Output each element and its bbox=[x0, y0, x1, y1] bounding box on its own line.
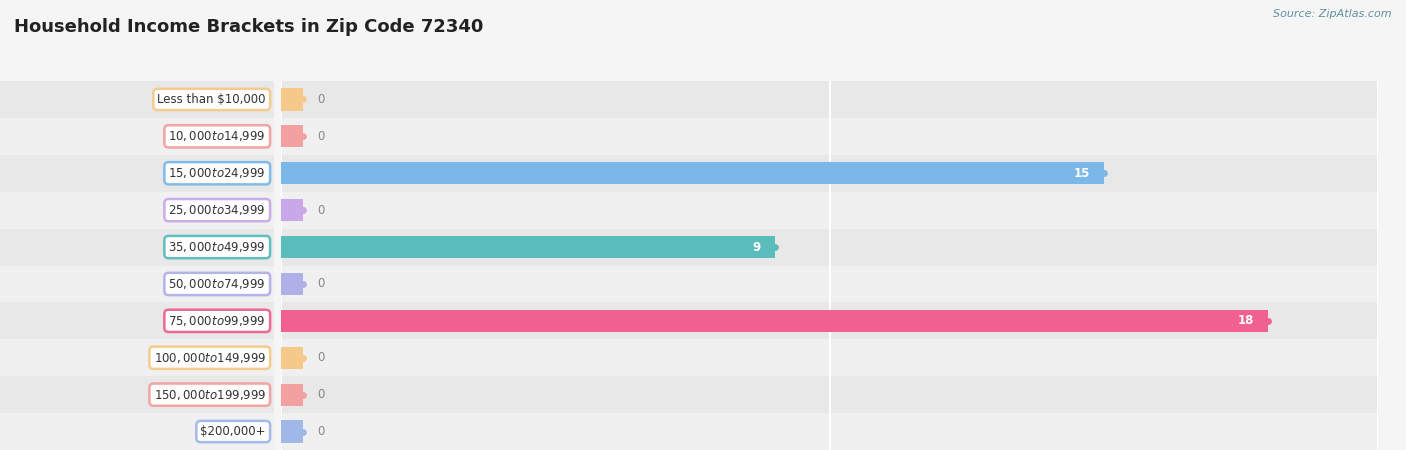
Bar bbox=[0, 81, 274, 118]
Text: 0: 0 bbox=[316, 388, 325, 401]
Bar bbox=[0, 192, 274, 229]
Point bbox=[292, 354, 315, 361]
Point bbox=[292, 280, 315, 288]
Bar bbox=[281, 199, 304, 221]
Bar bbox=[281, 236, 775, 258]
Text: $150,000 to $199,999: $150,000 to $199,999 bbox=[153, 387, 266, 402]
Text: $25,000 to $34,999: $25,000 to $34,999 bbox=[169, 203, 266, 217]
Point bbox=[292, 428, 315, 435]
Bar bbox=[0, 339, 274, 376]
Bar bbox=[0, 118, 274, 155]
Text: $75,000 to $99,999: $75,000 to $99,999 bbox=[169, 314, 266, 328]
Text: Source: ZipAtlas.com: Source: ZipAtlas.com bbox=[1274, 9, 1392, 19]
Text: Household Income Brackets in Zip Code 72340: Household Income Brackets in Zip Code 72… bbox=[14, 18, 484, 36]
Bar bbox=[281, 88, 304, 111]
Bar bbox=[281, 81, 1378, 118]
Text: Less than $10,000: Less than $10,000 bbox=[157, 93, 266, 106]
Text: $200,000+: $200,000+ bbox=[201, 425, 266, 438]
Bar bbox=[281, 310, 1268, 332]
Bar bbox=[281, 383, 304, 406]
Bar bbox=[281, 266, 1378, 302]
Bar bbox=[0, 413, 274, 450]
Text: $100,000 to $149,999: $100,000 to $149,999 bbox=[153, 351, 266, 365]
Text: 0: 0 bbox=[316, 93, 325, 106]
Bar bbox=[0, 155, 274, 192]
Bar bbox=[281, 118, 1378, 155]
Point bbox=[1257, 317, 1279, 324]
Point bbox=[763, 243, 786, 251]
Text: 15: 15 bbox=[1074, 167, 1090, 180]
Point bbox=[292, 391, 315, 398]
Bar bbox=[0, 302, 274, 339]
Text: $15,000 to $24,999: $15,000 to $24,999 bbox=[169, 166, 266, 180]
Point bbox=[292, 207, 315, 214]
Text: 0: 0 bbox=[316, 204, 325, 216]
Text: $50,000 to $74,999: $50,000 to $74,999 bbox=[169, 277, 266, 291]
Point bbox=[292, 133, 315, 140]
Bar bbox=[281, 229, 1378, 266]
Bar bbox=[281, 302, 1378, 339]
Point bbox=[292, 96, 315, 103]
Text: 0: 0 bbox=[316, 351, 325, 364]
Bar bbox=[281, 376, 1378, 413]
Bar bbox=[0, 266, 274, 302]
Bar bbox=[281, 162, 1104, 184]
Text: 18: 18 bbox=[1239, 315, 1254, 327]
Bar bbox=[281, 125, 304, 148]
Bar bbox=[281, 192, 1378, 229]
Bar bbox=[281, 413, 1378, 450]
Bar bbox=[281, 420, 304, 443]
Point bbox=[1092, 170, 1115, 177]
Bar bbox=[0, 229, 274, 266]
Text: 0: 0 bbox=[316, 278, 325, 290]
Bar bbox=[0, 376, 274, 413]
Text: 9: 9 bbox=[752, 241, 761, 253]
Bar bbox=[281, 273, 304, 295]
Bar bbox=[281, 346, 304, 369]
Text: $35,000 to $49,999: $35,000 to $49,999 bbox=[169, 240, 266, 254]
Bar bbox=[281, 339, 1378, 376]
Text: 0: 0 bbox=[316, 425, 325, 438]
Text: $10,000 to $14,999: $10,000 to $14,999 bbox=[169, 129, 266, 144]
Bar bbox=[281, 155, 1378, 192]
Text: 0: 0 bbox=[316, 130, 325, 143]
